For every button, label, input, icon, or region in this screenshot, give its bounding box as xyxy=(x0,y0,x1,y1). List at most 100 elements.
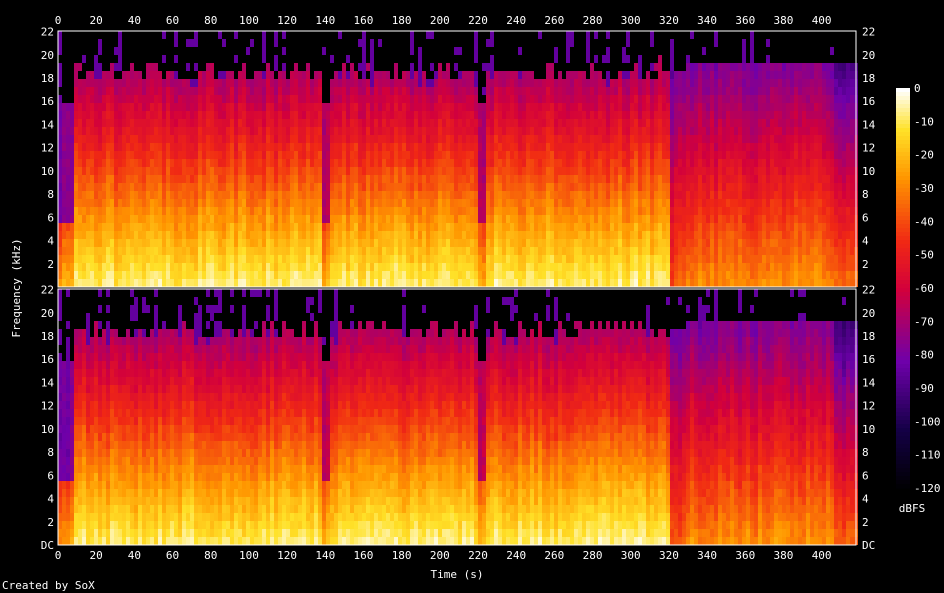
spectrogram-cell xyxy=(74,167,78,175)
spectrogram-cell xyxy=(610,111,614,119)
spectrogram-cell xyxy=(394,247,398,255)
spectrogram-cell xyxy=(302,215,306,223)
spectrogram-cell xyxy=(670,143,674,151)
spectrogram-cell xyxy=(518,199,522,207)
spectrogram-cell xyxy=(774,191,778,199)
spectrogram-cell xyxy=(394,271,398,279)
spectrogram-cell xyxy=(550,151,554,159)
spectrogram-cell xyxy=(590,79,594,87)
spectrogram-cell xyxy=(478,191,482,199)
spectrogram-cell xyxy=(314,223,318,231)
spectrogram-cell xyxy=(742,199,746,207)
spectrogram-cell xyxy=(734,95,738,103)
spectrogram-cell xyxy=(334,167,338,175)
spectrogram-cell xyxy=(430,215,434,223)
spectrogram-cell xyxy=(674,119,678,127)
spectrogram-cell xyxy=(346,207,350,215)
spectrogram-cell xyxy=(658,143,662,151)
spectrogram-cell xyxy=(98,183,102,191)
spectrogram-cell xyxy=(718,183,722,191)
spectrogram-cell xyxy=(434,215,438,223)
spectrogram-cell xyxy=(498,199,502,207)
spectrogram-cell xyxy=(74,207,78,215)
spectrogram-cell xyxy=(254,199,258,207)
spectrogram-cell xyxy=(634,135,638,143)
spectrogram-cell xyxy=(462,79,466,87)
spectrogram-cell xyxy=(394,135,398,143)
spectrogram-cell xyxy=(134,191,138,199)
spectrogram-cell xyxy=(206,71,210,79)
spectrogram-cell xyxy=(666,103,670,111)
spectrogram-cell xyxy=(742,143,746,151)
spectrogram-cell xyxy=(202,87,206,95)
spectrogram-cell xyxy=(534,127,538,135)
spectrogram-cell xyxy=(238,167,242,175)
spectrogram-cell xyxy=(750,231,754,239)
spectrogram-cell xyxy=(610,199,614,207)
spectrogram-cell xyxy=(154,135,158,143)
spectrogram-cell xyxy=(158,183,162,191)
spectrogram-cell xyxy=(562,263,566,271)
spectrogram-cell xyxy=(114,63,118,71)
spectrogram-cell xyxy=(222,151,226,159)
spectrogram-cell xyxy=(398,207,402,215)
spectrogram-cell xyxy=(450,159,454,167)
spectrogram-cell xyxy=(614,167,618,175)
spectrogram-cell xyxy=(346,199,350,207)
spectrogram-cell xyxy=(526,135,530,143)
spectrogram-cell xyxy=(118,271,122,279)
spectrogram-cell xyxy=(594,103,598,111)
spectrogram-cell xyxy=(262,199,266,207)
spectrogram-cell xyxy=(150,87,154,95)
spectrogram-cell xyxy=(570,167,574,175)
spectrogram-cell xyxy=(246,207,250,215)
spectrogram-cell xyxy=(454,255,458,263)
spectrogram-cell xyxy=(566,31,570,39)
spectrogram-cell xyxy=(714,231,718,239)
spectrogram-cell xyxy=(258,143,262,151)
spectrogram-cell xyxy=(394,127,398,135)
spectrogram-cell xyxy=(598,135,602,143)
spectrogram-cell xyxy=(74,135,78,143)
spectrogram-cell xyxy=(418,55,422,63)
spectrogram-cell xyxy=(62,223,66,231)
spectrogram-cell xyxy=(754,175,758,183)
spectrogram-cell xyxy=(722,159,726,167)
spectrogram-cell xyxy=(474,127,478,135)
spectrogram-cell xyxy=(258,95,262,103)
spectrogram-cell xyxy=(198,87,202,95)
spectrogram-cell xyxy=(246,151,250,159)
spectrogram-cell xyxy=(402,167,406,175)
spectrogram-cell xyxy=(510,263,514,271)
spectrogram-cell xyxy=(530,151,534,159)
spectrogram-cell xyxy=(138,127,142,135)
spectrogram-cell xyxy=(362,183,366,191)
spectrogram-cell xyxy=(374,143,378,151)
spectrogram-cell xyxy=(726,111,730,119)
spectrogram-cell xyxy=(66,119,70,127)
spectrogram-cell xyxy=(162,119,166,127)
spectrogram-cell xyxy=(426,87,430,95)
spectrogram-cell xyxy=(730,279,734,287)
spectrogram-cell xyxy=(630,247,634,255)
spectrogram-cell xyxy=(150,127,154,135)
spectrogram-cell xyxy=(494,127,498,135)
spectrogram-cell xyxy=(442,119,446,127)
spectrogram-cell xyxy=(766,135,770,143)
spectrogram-cell xyxy=(690,167,694,175)
spectrogram-cell xyxy=(682,247,686,255)
spectrogram-cell xyxy=(538,167,542,175)
spectrogram-cell xyxy=(662,79,666,87)
spectrogram-cell xyxy=(210,127,214,135)
spectrogram-cell xyxy=(298,199,302,207)
spectrogram-cell xyxy=(134,271,138,279)
spectrogram-cell xyxy=(86,231,90,239)
spectrogram-cell xyxy=(370,271,374,279)
spectrogram-cell xyxy=(722,111,726,119)
spectrogram-cell xyxy=(154,231,158,239)
spectrogram-cell xyxy=(242,127,246,135)
spectrogram-cell xyxy=(574,247,578,255)
spectrogram-cell xyxy=(234,271,238,279)
spectrogram-cell xyxy=(766,159,770,167)
spectrogram-cell xyxy=(434,255,438,263)
